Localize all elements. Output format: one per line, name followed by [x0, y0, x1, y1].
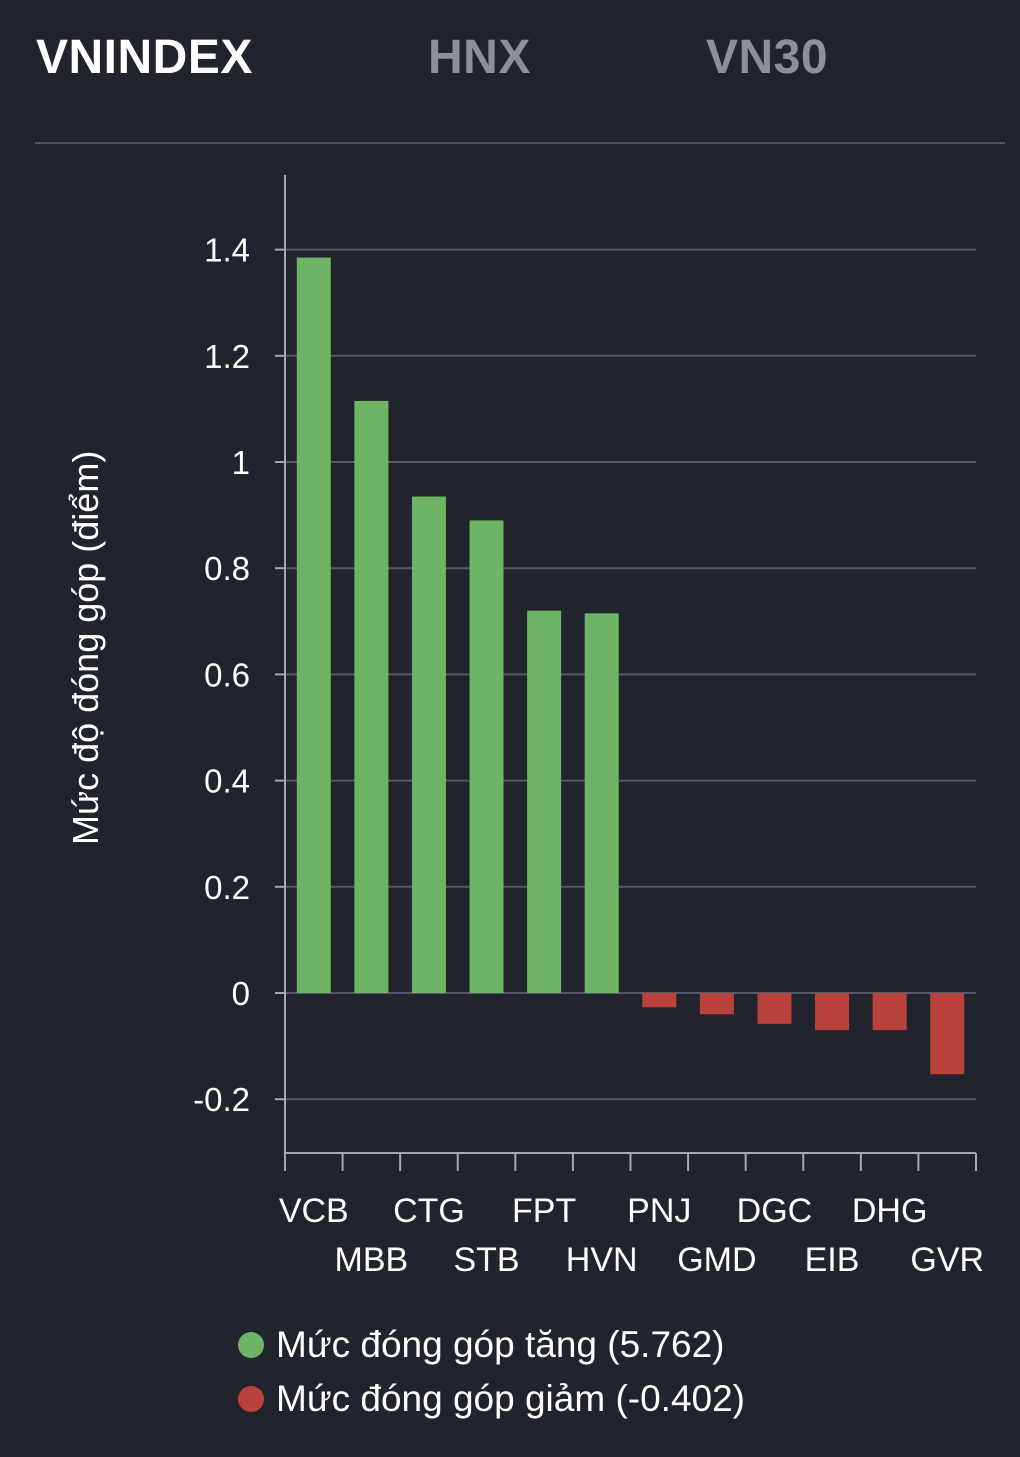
- x-tick-label: DGC: [737, 1192, 813, 1230]
- x-tick-label: GVR: [910, 1241, 984, 1279]
- tab-vnindex[interactable]: VNINDEX: [36, 31, 253, 84]
- contribution-bar-chart: -0.2 0 0.2 0.4 0.6 0.8 1 1.2 1.4 Mức độ đóng góp …: [65, 175, 984, 1279]
- y-axis-label: Mức độ đóng góp (điểm): [65, 451, 106, 845]
- legend-item-negative[interactable]: Mức đóng góp giảm (-0.402): [238, 1372, 745, 1426]
- x-tick-label: EIB: [805, 1241, 860, 1279]
- bar-dgc: [757, 993, 792, 1024]
- bar-eib: [815, 993, 850, 1031]
- y-tick-label: -0.2: [193, 1081, 250, 1118]
- x-tick-label: PNJ: [627, 1192, 691, 1230]
- x-tick-label: STB: [453, 1241, 519, 1279]
- x-tick-label: DHG: [852, 1192, 928, 1230]
- legend-label-negative: Mức đóng góp giảm (-0.402): [276, 1378, 746, 1419]
- tabs-divider: [35, 142, 1005, 144]
- bar-ctg: [411, 496, 446, 993]
- bar-dhg: [872, 993, 907, 1031]
- legend-dot-negative: [238, 1386, 264, 1412]
- bar-mbb: [354, 400, 389, 993]
- bar-pnj: [642, 993, 677, 1008]
- bar-stb: [469, 520, 504, 993]
- legend-label-positive: Mức đóng góp tăng (5.762): [276, 1324, 725, 1365]
- x-tick-label: GMD: [677, 1241, 756, 1279]
- y-tick-label: 1.2: [204, 338, 250, 375]
- x-tick-label: HVN: [566, 1241, 638, 1279]
- tab-vn30[interactable]: VN30: [706, 31, 829, 84]
- bar-gvr: [930, 993, 965, 1075]
- y-tick-label: 0.4: [204, 763, 250, 800]
- y-tick-label: 0.6: [204, 656, 250, 693]
- legend-dot-positive: [238, 1332, 264, 1358]
- x-tick-label: MBB: [335, 1241, 409, 1279]
- y-tick-label: 0.2: [204, 869, 250, 906]
- bar-vcb: [296, 257, 331, 993]
- x-tick-label: FPT: [512, 1192, 576, 1230]
- tab-hnx[interactable]: HNX: [428, 31, 531, 84]
- chart-legend: Mức đóng góp tăng (5.762) Mức đóng góp g…: [238, 1318, 745, 1426]
- bar-hvn: [584, 613, 619, 993]
- bar-gmd: [699, 993, 734, 1015]
- x-tick-label: CTG: [393, 1192, 465, 1230]
- y-tick-label: 0.8: [204, 550, 250, 587]
- y-tick-label: 1: [232, 444, 250, 481]
- legend-item-positive[interactable]: Mức đóng góp tăng (5.762): [238, 1318, 745, 1372]
- index-tabs: VNINDEX HNX VN30: [0, 0, 1020, 120]
- y-tick-label: 0: [232, 975, 250, 1012]
- bar-fpt: [527, 610, 562, 993]
- x-tick-label: VCB: [279, 1192, 349, 1230]
- y-tick-label: 1.4: [204, 232, 250, 269]
